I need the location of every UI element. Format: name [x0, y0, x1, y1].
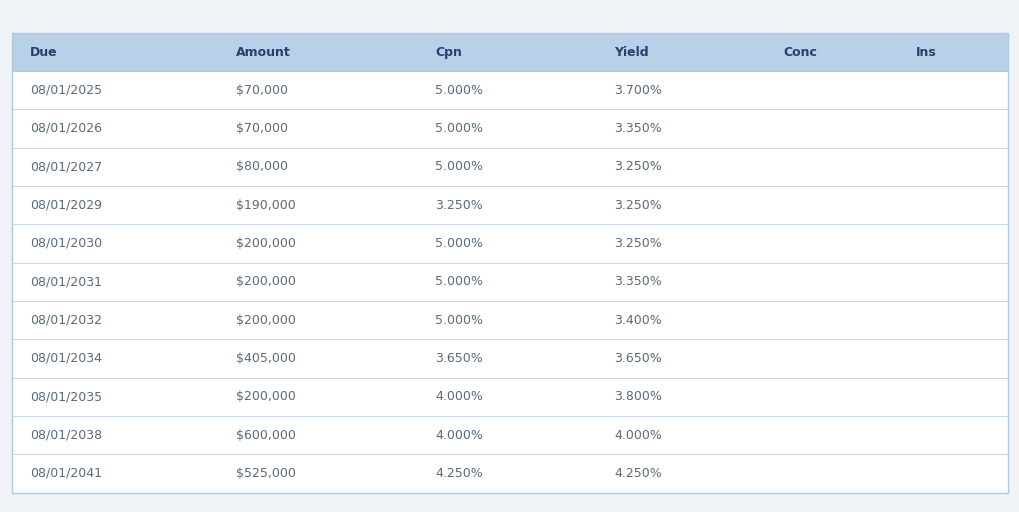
Text: $70,000: $70,000	[236, 122, 288, 135]
Text: 08/01/2034: 08/01/2034	[31, 352, 102, 365]
Text: $200,000: $200,000	[236, 275, 296, 288]
Text: 08/01/2027: 08/01/2027	[31, 160, 102, 173]
Text: Ins: Ins	[915, 46, 936, 58]
Text: 08/01/2032: 08/01/2032	[31, 313, 102, 327]
Text: 3.350%: 3.350%	[613, 275, 661, 288]
Text: 08/01/2035: 08/01/2035	[31, 390, 102, 403]
Bar	[12, 33, 1007, 71]
Text: 3.800%: 3.800%	[613, 390, 661, 403]
Text: $600,000: $600,000	[236, 429, 296, 441]
Text: 4.250%: 4.250%	[613, 467, 661, 480]
Text: 08/01/2029: 08/01/2029	[31, 199, 102, 211]
Text: 3.250%: 3.250%	[613, 237, 661, 250]
Text: Amount: Amount	[236, 46, 290, 58]
Text: Conc: Conc	[783, 46, 817, 58]
Text: $405,000: $405,000	[236, 352, 296, 365]
Text: $70,000: $70,000	[236, 83, 288, 97]
Text: $200,000: $200,000	[236, 390, 296, 403]
Text: 08/01/2030: 08/01/2030	[31, 237, 102, 250]
Text: 5.000%: 5.000%	[435, 237, 483, 250]
Text: 5.000%: 5.000%	[435, 275, 483, 288]
Text: 08/01/2026: 08/01/2026	[31, 122, 102, 135]
Text: 08/01/2041: 08/01/2041	[31, 467, 102, 480]
Text: 4.000%: 4.000%	[613, 429, 661, 441]
Bar	[12, 33, 1007, 493]
Text: 3.350%: 3.350%	[613, 122, 661, 135]
Text: 3.250%: 3.250%	[613, 160, 661, 173]
Text: 4.000%: 4.000%	[435, 390, 483, 403]
Text: 4.000%: 4.000%	[435, 429, 483, 441]
Text: $525,000: $525,000	[236, 467, 296, 480]
Text: 5.000%: 5.000%	[435, 122, 483, 135]
Text: 3.250%: 3.250%	[435, 199, 483, 211]
Text: 08/01/2031: 08/01/2031	[31, 275, 102, 288]
Text: $200,000: $200,000	[236, 237, 296, 250]
Text: 4.250%: 4.250%	[435, 467, 483, 480]
Text: 5.000%: 5.000%	[435, 160, 483, 173]
Text: 3.650%: 3.650%	[613, 352, 661, 365]
Text: 3.400%: 3.400%	[613, 313, 661, 327]
Text: $80,000: $80,000	[236, 160, 288, 173]
Text: 08/01/2025: 08/01/2025	[31, 83, 102, 97]
Text: $190,000: $190,000	[236, 199, 296, 211]
Bar	[12, 33, 1007, 493]
Text: Yield: Yield	[613, 46, 648, 58]
Text: 08/01/2038: 08/01/2038	[31, 429, 102, 441]
Text: 3.650%: 3.650%	[435, 352, 483, 365]
Text: Cpn: Cpn	[435, 46, 462, 58]
Text: 5.000%: 5.000%	[435, 83, 483, 97]
Text: 5.000%: 5.000%	[435, 313, 483, 327]
Text: 3.700%: 3.700%	[613, 83, 661, 97]
Text: 3.250%: 3.250%	[613, 199, 661, 211]
Text: Due: Due	[31, 46, 58, 58]
Text: $200,000: $200,000	[236, 313, 296, 327]
